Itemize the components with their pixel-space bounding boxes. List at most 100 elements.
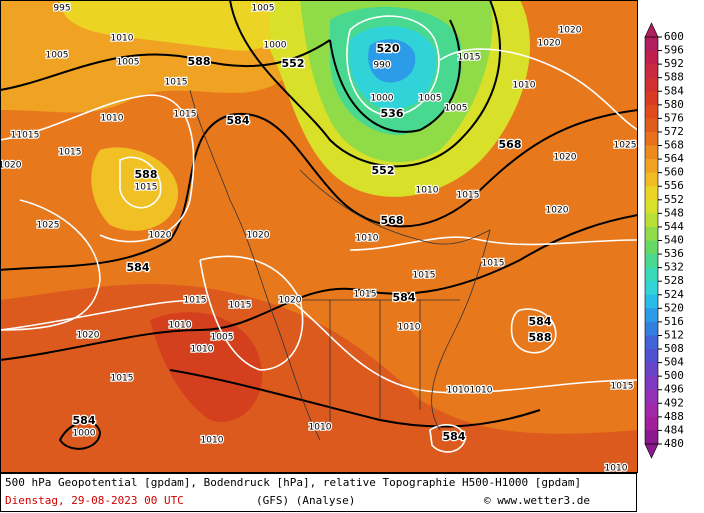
colorbar: 6005965925885845805765725685645605565525… [644,22,684,459]
pressure-label: 1015 [135,183,158,193]
colorbar-segment [645,50,658,65]
colorbar-label: 576 [664,111,684,124]
pressure-label: 1005 [46,51,69,61]
pressure-label: 1010 [416,186,439,196]
colorbar-label: 596 [664,44,684,57]
geopotential-label: 568 [499,138,522,151]
pressure-label: 1010 [191,345,214,355]
colorbar-segment [645,172,658,187]
colorbar-label: 540 [664,234,684,247]
contour-labels: 995 1010 1005 1005 588 1015 1010 11015 1015 1020 5… [0,2,638,474]
pressure-label: 995 [53,4,70,14]
credit: © www.wetter3.de [484,494,590,507]
pressure-label: 1005 [419,94,442,104]
pressure-label: 1015 [111,374,134,384]
pressure-label: 1000 [371,94,394,104]
pressure-label: 1015 [611,382,634,392]
colorbar-label: 568 [664,139,684,152]
pressure-label: 1000 [73,429,96,439]
colorbar-label: 556 [664,179,684,192]
geopotential-label: 520 [377,42,400,55]
colorbar-label: 560 [664,166,684,179]
pressure-label: 1005 [117,58,140,68]
colorbar-segment [645,294,658,309]
colorbar-segment [645,254,658,269]
pressure-label: 1010 [447,386,470,396]
colorbar-label: 524 [664,288,684,301]
colorbar-segment [645,159,658,174]
pressure-label: 1015 [229,301,252,311]
colorbar-segment [645,104,658,119]
colorbar-segment [645,77,658,92]
colorbar-label: 504 [664,356,684,369]
colorbar-cap [644,22,659,38]
colorbar-segment [645,281,658,296]
pressure-label: 1015 [482,259,505,269]
pressure-label: 1010 [605,464,628,474]
pressure-label: 1025 [614,141,637,151]
colorbar-segment [645,186,658,201]
pressure-label: 990 [373,61,390,71]
colorbar-segment [645,37,658,52]
colorbar-segment [645,118,658,133]
colorbar-label: 516 [664,315,684,328]
colorbar-segment [645,240,658,255]
caption: 500 hPa Geopotential [gpdam], Bodendruck… [5,476,581,489]
colorbar-label: 552 [664,193,684,206]
pressure-label: 1010 [111,34,134,44]
colorbar-segment [645,308,658,323]
colorbar-segment [645,199,658,214]
geopotential-label: 584 [73,414,96,427]
pressure-label: 1015 [413,271,436,281]
caption-box [0,473,637,512]
colorbar-label: 528 [664,274,684,287]
geopotential-label: 588 [529,331,552,344]
colorbar-label: 488 [664,410,684,423]
colorbar-label: 484 [664,423,684,436]
pressure-label: 1010 [356,234,379,244]
map: 995 1010 1005 1005 588 1015 1010 11015 1015 1020 5… [0,0,638,474]
colorbar-label: 572 [664,125,684,138]
pressure-label: 1005 [211,333,234,343]
cool-region [60,0,320,51]
colorbar-segment [645,131,658,147]
geopotential-label: 588 [188,55,211,68]
colorbar-label: 492 [664,396,684,409]
colorbar-segment [645,362,658,377]
date: Dienstag, 29-08-2023 00 UTC [5,494,184,507]
pressure-label: 1025 [37,221,60,231]
colorbar-label: 564 [664,152,684,165]
geopotential-label: 584 [393,291,416,304]
colorbar-label: 512 [664,328,684,341]
geopotential-label: 568 [381,214,404,227]
geopotential-label: 588 [135,168,158,181]
cool-region [91,147,179,231]
geopotential-label: 584 [127,261,150,274]
geopotential-label: 584 [529,315,552,328]
geopotential-label: 552 [372,164,395,177]
colorbar-label: 520 [664,301,684,314]
colorbar-label: 600 [664,30,684,43]
pressure-label: 1015 [174,110,197,120]
colorbar-segment [645,335,658,350]
coastlines [189,89,491,441]
map-frame [0,0,638,473]
geopotential-label: 536 [381,107,404,120]
colorbar-label: 508 [664,342,684,355]
colorbar-label: 496 [664,383,684,396]
colorbar-label: 592 [664,57,684,70]
pressure-label: 11015 [11,131,40,141]
colorbar-segment [645,64,658,79]
colorbar-segment [645,321,658,336]
colorbar-segment [645,213,658,228]
pressure-label: 1020 [538,39,561,49]
colorbar-label: 548 [664,206,684,219]
pressure-label: 1020 [149,231,172,241]
pressure-label: 1010 [309,423,332,433]
pressure-label: 1020 [0,161,22,171]
pressure-label: 1020 [77,331,100,341]
colorbar-segment [645,226,658,241]
colorbar-segment [645,376,658,391]
colorbar-label: 500 [664,369,684,382]
